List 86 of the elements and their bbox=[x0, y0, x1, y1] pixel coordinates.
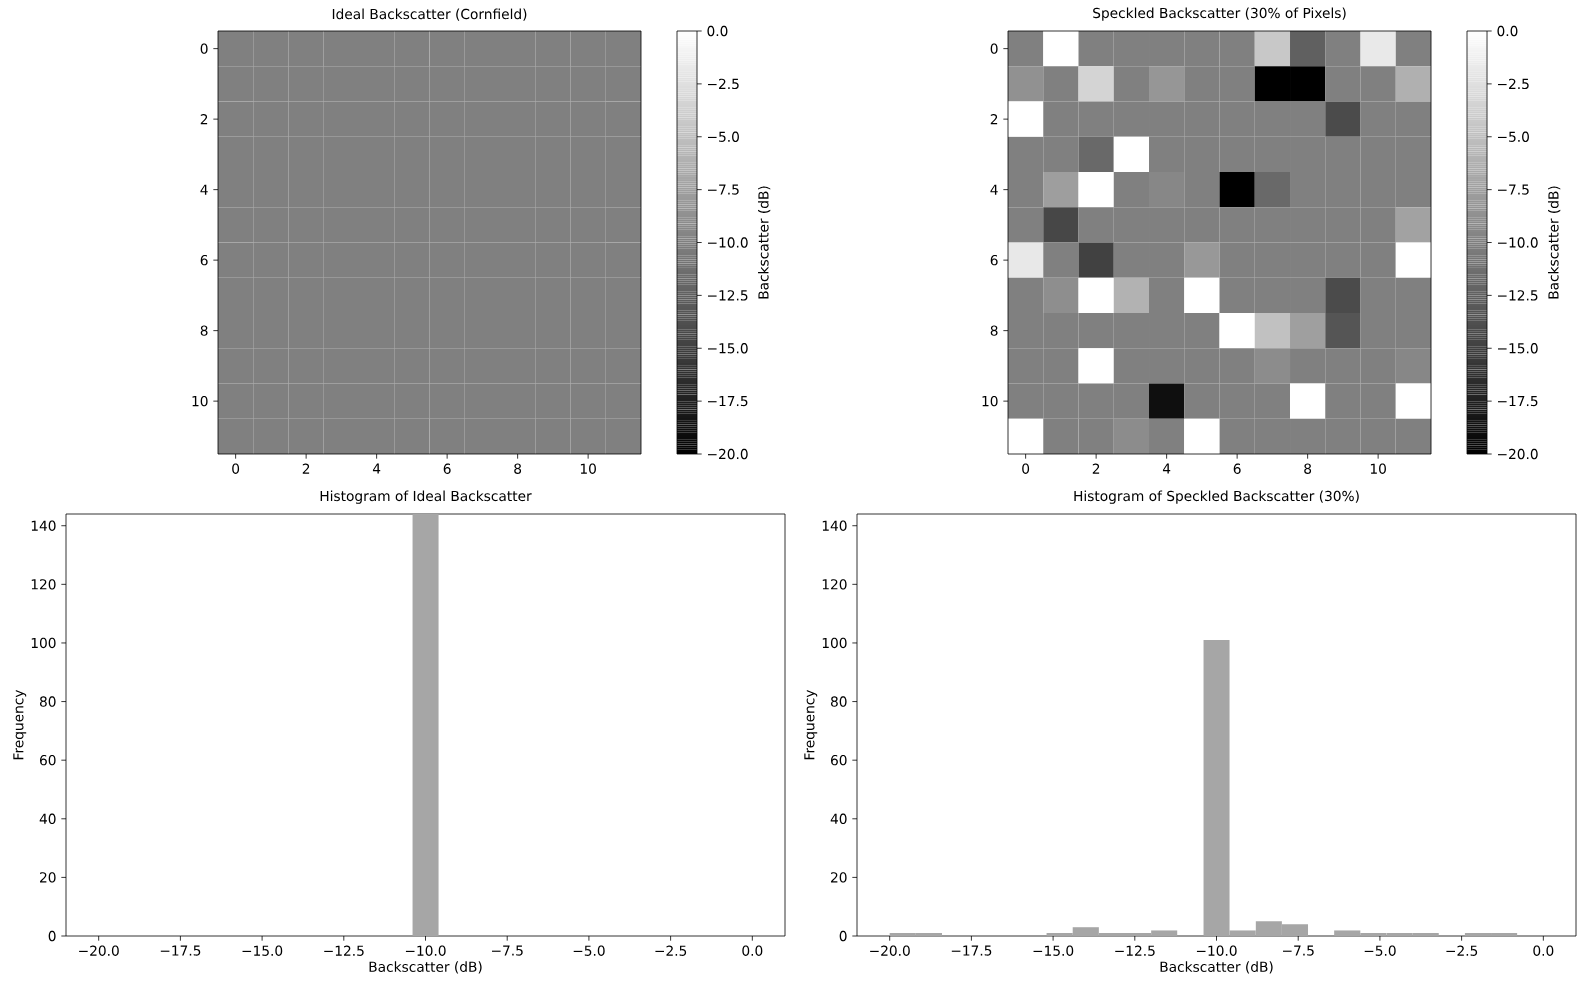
x-tick-label: 2 bbox=[1092, 463, 1100, 474]
y-tick-label: 0 bbox=[48, 930, 56, 942]
color-bar-label: −7.5 bbox=[707, 184, 739, 195]
y-tick-label: 8 bbox=[200, 325, 208, 336]
y-tick-label: 20 bbox=[40, 872, 56, 883]
x-axis-title: Backscatter (dB) bbox=[369, 961, 482, 974]
x-tick-label: −20.0 bbox=[79, 945, 119, 956]
x-tick-label: −17.5 bbox=[951, 945, 992, 956]
x-tick-label: 0 bbox=[1022, 463, 1030, 474]
y-tick-label: 60 bbox=[830, 754, 847, 766]
y-tick-label: 8 bbox=[990, 325, 998, 336]
color-bar-label: −17.5 bbox=[707, 396, 748, 407]
x-axis-title: Backscatter (dB) bbox=[1160, 961, 1273, 974]
x-tick-label: 0.0 bbox=[1533, 945, 1554, 956]
x-tick-label: 8 bbox=[1304, 463, 1312, 474]
x-tick-label: 0 bbox=[232, 463, 240, 474]
y-tick-label: 20 bbox=[831, 872, 847, 883]
color-bar-label: −5.0 bbox=[1497, 131, 1529, 142]
x-tick-label: 0.0 bbox=[742, 945, 763, 956]
x-tick-label: −15.0 bbox=[1033, 945, 1074, 956]
y-tick-label: 120 bbox=[31, 579, 56, 590]
x-tick-label: −15.0 bbox=[242, 945, 283, 956]
color-bar-label: −12.5 bbox=[1497, 290, 1538, 301]
y-tick-label: 0 bbox=[839, 930, 847, 942]
x-tick-label: 10 bbox=[580, 463, 596, 474]
color-bar-label: −10.0 bbox=[707, 237, 748, 248]
y-tick-label: 100 bbox=[822, 637, 847, 649]
y-tick-label: 10 bbox=[982, 395, 998, 407]
y-tick-label: 0 bbox=[990, 43, 998, 54]
x-tick-label: −7.5 bbox=[1283, 945, 1314, 956]
x-tick-label: −10.0 bbox=[1196, 945, 1237, 956]
color-bar-label: −10.0 bbox=[1497, 237, 1538, 248]
x-tick-label: 10 bbox=[1370, 463, 1386, 474]
color-bar-label: −17.5 bbox=[1497, 396, 1538, 407]
y-tick-label: 80 bbox=[39, 696, 56, 707]
color-bar-label: −15.0 bbox=[707, 343, 748, 354]
y-tick-label: 120 bbox=[822, 579, 847, 590]
chart-title: Speckled Backscatter (30% of Pixels) bbox=[1093, 7, 1346, 21]
y-tick-label: 80 bbox=[830, 696, 847, 707]
y-tick-label: 140 bbox=[822, 520, 847, 531]
x-tick-label: −5.0 bbox=[573, 945, 605, 956]
y-tick-label: 6 bbox=[990, 254, 998, 266]
x-tick-label: −7.5 bbox=[492, 945, 523, 956]
x-tick-label: 4 bbox=[372, 463, 381, 474]
x-tick-label: −12.5 bbox=[324, 945, 364, 956]
chart-title: Histogram of Speckled Backscatter (30%) bbox=[1074, 490, 1359, 504]
y-tick-label: 0 bbox=[200, 43, 208, 54]
color-bar-label: 0.0 bbox=[1497, 25, 1518, 37]
y-tick-label: 4 bbox=[200, 184, 208, 195]
x-tick-label: −17.5 bbox=[160, 945, 201, 956]
y-tick-label: 2 bbox=[990, 114, 998, 125]
y-tick-label: 4 bbox=[990, 184, 998, 195]
y-tick-label: 2 bbox=[200, 114, 208, 125]
x-tick-label: −2.5 bbox=[1446, 945, 1478, 956]
color-bar-label: −5.0 bbox=[707, 131, 739, 142]
color-bar-label: −2.5 bbox=[1497, 78, 1529, 90]
y-tick-label: 60 bbox=[39, 754, 56, 766]
x-tick-label: −2.5 bbox=[655, 945, 687, 956]
x-tick-label: −20.0 bbox=[870, 945, 910, 956]
color-bar-label: −20.0 bbox=[707, 448, 748, 460]
x-tick-label: 6 bbox=[443, 463, 451, 474]
y-tick-label: 40 bbox=[39, 813, 56, 824]
x-tick-label: −12.5 bbox=[1115, 945, 1155, 956]
chart-title: Histogram of Ideal Backscatter bbox=[320, 490, 532, 504]
chart-title: Ideal Backscatter (Cornfield) bbox=[332, 8, 527, 21]
color-bar-label: −2.5 bbox=[707, 78, 739, 90]
color-bar-title: Backscatter (dB) bbox=[1548, 186, 1561, 299]
y-tick-label: 6 bbox=[200, 254, 208, 266]
x-tick-label: 4 bbox=[1162, 463, 1171, 474]
y-axis-title: Frequency bbox=[804, 689, 818, 760]
color-bar-title: Backscatter (dB) bbox=[758, 186, 771, 299]
color-bar-label: 0.0 bbox=[707, 25, 728, 37]
color-bar-label: −20.0 bbox=[1497, 448, 1538, 460]
x-tick-label: 2 bbox=[302, 463, 310, 474]
x-tick-label: 6 bbox=[1233, 463, 1241, 474]
x-tick-label: 8 bbox=[514, 463, 522, 474]
x-tick-label: −10.0 bbox=[405, 945, 446, 956]
color-bar-label: −7.5 bbox=[1497, 184, 1529, 195]
color-bar-label: −12.5 bbox=[707, 290, 748, 301]
x-tick-label: −5.0 bbox=[1364, 945, 1396, 956]
y-tick-label: 140 bbox=[31, 520, 56, 531]
y-tick-label: 100 bbox=[31, 637, 56, 649]
y-tick-label: 40 bbox=[830, 813, 847, 824]
y-axis-title: Frequency bbox=[13, 689, 27, 760]
y-tick-label: 10 bbox=[192, 395, 208, 407]
color-bar-label: −15.0 bbox=[1497, 343, 1538, 354]
